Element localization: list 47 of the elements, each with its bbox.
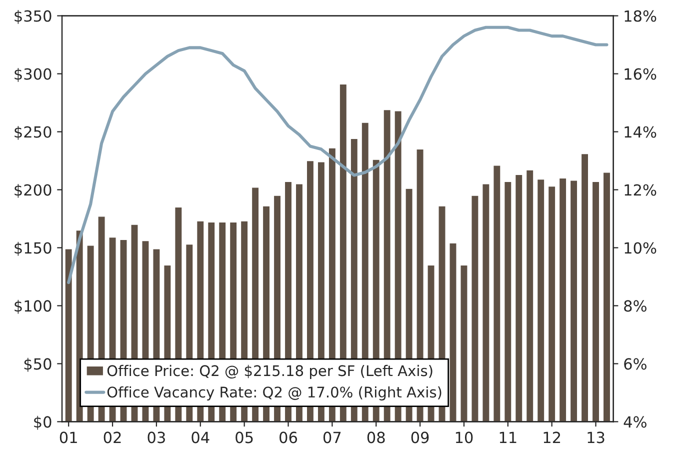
x-tick-label: 07	[323, 432, 341, 444]
x-tick-label: 08	[367, 432, 385, 444]
x-tick-label: 04	[192, 432, 210, 444]
y-tick-label: $250	[14, 126, 52, 140]
y-tick-label: $200	[14, 184, 52, 198]
y2-tick-label: 10%	[624, 242, 656, 254]
bar	[580, 153, 589, 422]
y-tick-label: $150	[14, 242, 52, 256]
y-tick-label: $300	[14, 68, 52, 82]
bar	[536, 178, 545, 422]
bar	[548, 186, 556, 422]
x-tick-label: 03	[148, 432, 165, 444]
y2-tick-label: 16%	[624, 68, 656, 80]
bar	[602, 172, 611, 422]
y-tick-label: $100	[14, 300, 52, 314]
x-tick-label: 12	[544, 432, 560, 444]
y2-tick-label: 12%	[624, 184, 656, 196]
bar	[460, 264, 468, 422]
x-tick-label: 01	[60, 432, 77, 444]
y-tick-label: $0	[34, 416, 52, 430]
bar	[64, 248, 73, 422]
line-series	[67, 26, 608, 284]
legend-label: Office Vacancy Rate: Q2 @ 17.0% (Right Axis)	[107, 386, 442, 400]
x-tick-label: 06	[280, 432, 298, 444]
y-tick-label: $350	[14, 10, 52, 24]
y2-tick-label: 8%	[624, 300, 646, 312]
x-tick-label: 09	[411, 432, 429, 444]
bar	[504, 181, 512, 422]
y2-tick-label: 4%	[624, 416, 646, 428]
y2-tick-label: 6%	[624, 358, 646, 370]
bar	[514, 174, 523, 422]
legend-label: Office Price: Q2 @ $215.18 per SF (Left Axis)	[107, 364, 432, 380]
y-tick-label: $50	[24, 358, 52, 372]
x-tick-label: 11	[500, 432, 516, 444]
x-tick-label: 10	[456, 432, 473, 444]
bar	[592, 181, 600, 422]
bar	[482, 184, 490, 422]
bar	[493, 165, 501, 422]
x-tick-label: 05	[236, 432, 253, 444]
bar	[570, 180, 578, 422]
bar	[526, 170, 534, 422]
bar	[471, 195, 479, 422]
y2-tick-label: 14%	[624, 126, 656, 138]
x-tick-label: 13	[588, 432, 604, 444]
y2-tick-label: 18%	[624, 10, 656, 22]
bar	[558, 178, 567, 422]
x-tick-label: 02	[104, 432, 121, 444]
